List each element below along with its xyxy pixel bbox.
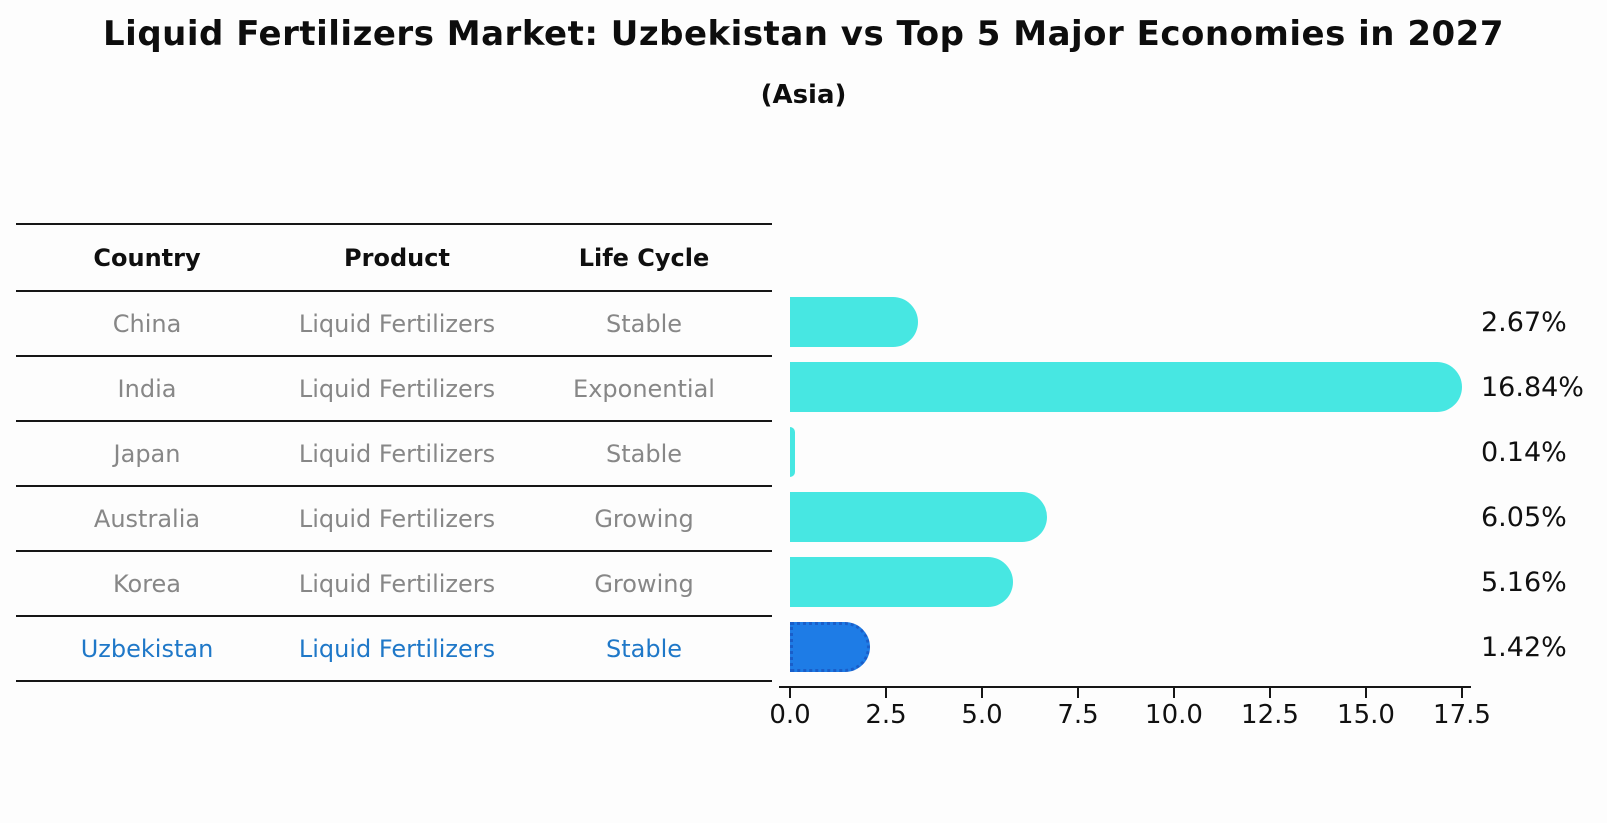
- bar-band: [790, 355, 1462, 420]
- x-tick-label: 10.0: [1145, 700, 1203, 730]
- x-tick-mark: [885, 688, 887, 698]
- bar-band: [790, 290, 1462, 355]
- table-cell-product: Liquid Fertilizers: [298, 374, 496, 403]
- country-table: Country Product Life Cycle China Liquid Fer…: [16, 223, 772, 682]
- table-cell-life-cycle: Growing: [594, 569, 694, 598]
- bar-value-label: 16.84%: [1481, 372, 1584, 403]
- chart-subtitle: (Asia): [760, 80, 847, 110]
- table-cell-product: Liquid Fertilizers: [298, 569, 496, 598]
- table-cell-life-cycle: Stable: [605, 439, 683, 468]
- x-axis-line: [779, 686, 1471, 688]
- table-row: India Liquid Fertilizers Exponential: [16, 357, 772, 422]
- x-tick-label: 5.0: [961, 700, 1003, 730]
- table-cell-life-cycle: Stable: [605, 309, 683, 338]
- bar-plot-area: [790, 290, 1462, 680]
- x-tick-label: 2.5: [865, 700, 907, 730]
- x-axis-ticks: 0.0 2.5 5.0 7.5 10.0 12.5 15.0 17.5: [769, 686, 1491, 746]
- table-cell-product: Liquid Fertilizers: [298, 504, 496, 533]
- bar-band: [790, 550, 1462, 615]
- bar-korea: [790, 557, 1014, 607]
- bar-value-label: 2.67%: [1481, 307, 1567, 338]
- bar-value-label: 1.42%: [1481, 632, 1567, 663]
- bar-value-label: 0.14%: [1481, 437, 1567, 468]
- table-header-cell: Country: [93, 243, 201, 272]
- table-cell-life-cycle: Exponential: [573, 374, 715, 403]
- table-row: Korea Liquid Fertilizers Growing: [16, 552, 772, 617]
- x-tick-label: 15.0: [1337, 700, 1395, 730]
- bar-india: [790, 362, 1462, 412]
- bar-value-labels: 2.67% 16.84% 0.14% 6.05% 5.16% 1.42%: [1481, 290, 1603, 680]
- table-cell-country: Korea: [112, 569, 182, 598]
- bar-value-label: 6.05%: [1481, 502, 1567, 533]
- x-tick-mark: [981, 688, 983, 698]
- bar-band: [790, 485, 1462, 550]
- bar-band: [790, 615, 1462, 680]
- bar-australia: [790, 492, 1048, 542]
- x-tick-mark: [1173, 688, 1175, 698]
- x-tick-mark: [1077, 688, 1079, 698]
- table-row: Australia Liquid Fertilizers Growing: [16, 487, 772, 552]
- chart-title: Liquid Fertilizers Market: Uzbekistan vs…: [103, 14, 1504, 54]
- bar-band: [790, 420, 1462, 485]
- table-cell-product: Liquid Fertilizers: [298, 634, 496, 663]
- x-tick-mark: [1461, 688, 1463, 698]
- table-cell-country: Uzbekistan: [80, 634, 214, 663]
- x-tick-mark: [1365, 688, 1367, 698]
- x-tick-label: 7.5: [1057, 700, 1099, 730]
- table-cell-country: Australia: [93, 504, 201, 533]
- table-cell-country: Japan: [113, 439, 181, 468]
- x-tick-mark: [789, 688, 791, 698]
- table-header-cell: Product: [344, 243, 450, 272]
- table-cell-country: India: [117, 374, 177, 403]
- x-tick-label: 0.0: [769, 700, 811, 730]
- table-header-row: Country Product Life Cycle: [16, 225, 772, 292]
- x-tick-label: 17.5: [1433, 700, 1491, 730]
- table-cell-life-cycle: Growing: [594, 504, 694, 533]
- table-header-cell: Life Cycle: [578, 243, 710, 272]
- table-cell-country: China: [112, 309, 182, 338]
- x-tick-label: 12.5: [1241, 700, 1299, 730]
- table-cell-life-cycle: Stable: [605, 634, 683, 663]
- table-cell-product: Liquid Fertilizers: [298, 309, 496, 338]
- x-tick-mark: [1269, 688, 1271, 698]
- table-body: China Liquid Fertilizers Stable India Liquid…: [16, 292, 772, 682]
- table-row: China Liquid Fertilizers Stable: [16, 292, 772, 357]
- bar-china: [790, 297, 918, 347]
- table-cell-product: Liquid Fertilizers: [298, 439, 496, 468]
- bar-japan: [790, 427, 796, 477]
- bar-uzbekistan: [790, 622, 870, 672]
- bar-value-label: 5.16%: [1481, 567, 1567, 598]
- table-row: Uzbekistan Liquid Fertilizers Stable: [16, 617, 772, 682]
- table-row: Japan Liquid Fertilizers Stable: [16, 422, 772, 487]
